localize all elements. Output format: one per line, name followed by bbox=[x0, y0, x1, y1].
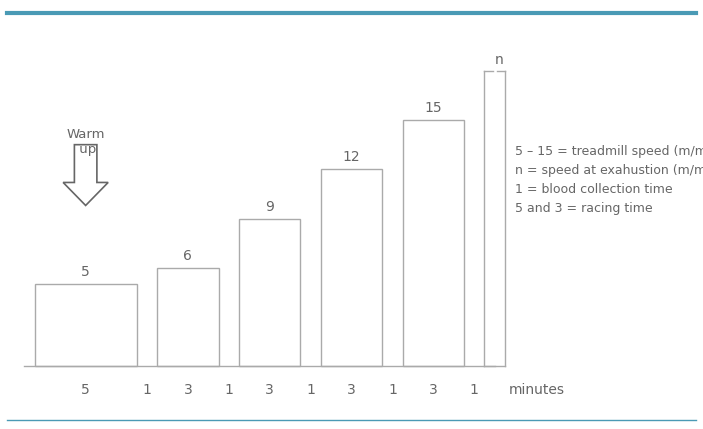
Polygon shape bbox=[63, 145, 108, 205]
Text: 15: 15 bbox=[425, 101, 442, 115]
Text: 3: 3 bbox=[429, 383, 438, 397]
Bar bbox=[34, 284, 137, 366]
Bar bbox=[321, 169, 382, 366]
Text: n: n bbox=[495, 54, 503, 67]
Bar bbox=[239, 219, 300, 366]
Text: 5: 5 bbox=[82, 383, 90, 397]
Text: 5: 5 bbox=[82, 266, 90, 279]
Text: 3: 3 bbox=[183, 383, 192, 397]
Text: 1: 1 bbox=[470, 383, 479, 397]
Text: Warm
 up: Warm up bbox=[66, 128, 105, 156]
Text: 1: 1 bbox=[388, 383, 396, 397]
Bar bbox=[157, 268, 219, 366]
Text: 1: 1 bbox=[307, 383, 315, 397]
Text: 3: 3 bbox=[265, 383, 274, 397]
Text: 1: 1 bbox=[143, 383, 151, 397]
Text: 5 – 15 = treadmill speed (m/min)
n = speed at exahustion (m/min)
1 = blood colle: 5 – 15 = treadmill speed (m/min) n = spe… bbox=[515, 145, 703, 214]
Text: 1: 1 bbox=[224, 383, 233, 397]
Text: 6: 6 bbox=[183, 249, 193, 263]
Text: minutes: minutes bbox=[509, 383, 565, 397]
Bar bbox=[403, 120, 464, 366]
Text: 12: 12 bbox=[342, 151, 361, 164]
Text: 9: 9 bbox=[265, 199, 274, 214]
Text: 3: 3 bbox=[347, 383, 356, 397]
